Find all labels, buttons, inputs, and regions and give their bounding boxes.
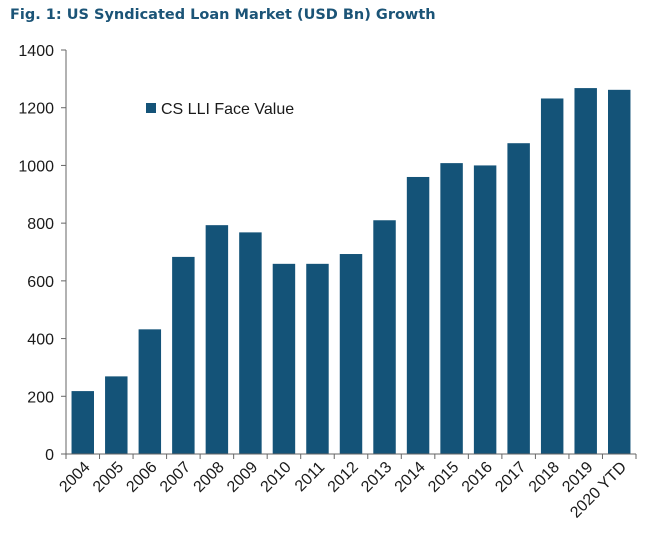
- bar-2004: [71, 391, 94, 454]
- chart-title: Fig. 1: US Syndicated Loan Market (USD B…: [10, 7, 436, 23]
- x-tick-label: 2007: [157, 459, 194, 496]
- y-tick-label: 1400: [18, 43, 54, 60]
- bar-2005: [105, 376, 128, 454]
- bar-2006: [138, 329, 162, 454]
- x-tick-label: 2016: [459, 459, 496, 496]
- x-axis: 2004200520062007200820092010201120122013…: [56, 453, 637, 522]
- bar-2011: [306, 263, 329, 454]
- bar-2009: [239, 232, 262, 454]
- x-tick-label: 2011: [292, 459, 328, 495]
- x-tick-label: 2017: [492, 459, 529, 496]
- bar-2015: [440, 163, 463, 454]
- legend-swatch: [146, 103, 156, 113]
- x-tick-label: 2014: [392, 459, 429, 496]
- bar-2008: [205, 225, 229, 454]
- bar-2017: [507, 143, 530, 455]
- x-tick-label: 2008: [191, 459, 228, 496]
- bar-2010: [272, 263, 296, 454]
- legend-label: CS LLI Face Value: [161, 101, 294, 118]
- bar-2020-ytd: [608, 89, 631, 454]
- bar-2016: [473, 165, 497, 454]
- y-tick-label: 200: [27, 389, 54, 406]
- y-tick-label: 800: [27, 216, 54, 233]
- x-tick-label: 2018: [526, 459, 563, 496]
- x-tick-label: 2015: [425, 459, 462, 496]
- x-tick-label: 2009: [224, 459, 261, 496]
- bar-series: [71, 88, 631, 455]
- y-tick-label: 600: [27, 274, 54, 291]
- y-tick-label: 1200: [18, 101, 54, 118]
- bar-2019: [574, 88, 597, 454]
- x-tick-label: 2012: [325, 459, 362, 496]
- y-tick-label: 0: [45, 447, 54, 464]
- x-tick-label: 2006: [123, 459, 160, 496]
- bar-2012: [339, 254, 363, 454]
- bar-2007: [172, 256, 195, 454]
- x-tick-label: 2004: [56, 459, 93, 496]
- x-tick-label: 2005: [90, 459, 127, 496]
- bar-2013: [373, 220, 396, 454]
- bar-2018: [540, 98, 564, 454]
- y-axis: 0 200 400 600 800 1000 1200 1400: [18, 43, 67, 464]
- legend: CS LLI Face Value: [146, 101, 294, 118]
- x-tick-label: 2013: [358, 459, 395, 496]
- y-tick-label: 1000: [18, 158, 54, 175]
- y-tick-label: 400: [27, 332, 54, 349]
- bar-2014: [406, 176, 430, 454]
- x-tick-label: 2010: [258, 459, 295, 496]
